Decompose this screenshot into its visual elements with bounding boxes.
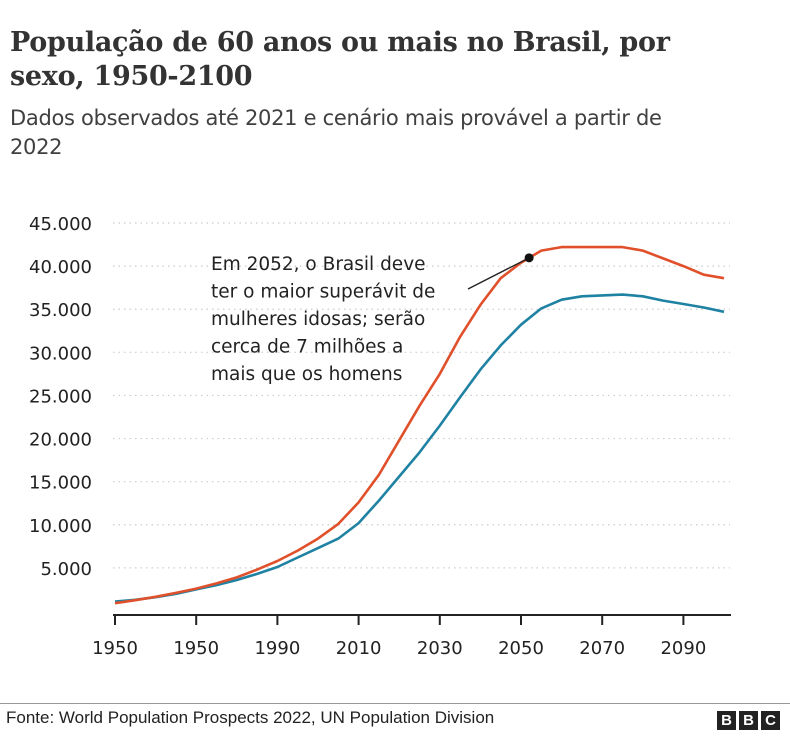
y-tick-label: 35.000 xyxy=(29,300,92,321)
x-tick-label: 2090 xyxy=(660,638,706,659)
bbc-logo: B B C xyxy=(717,711,780,730)
annotation-text-line: Em 2052, o Brasil deve xyxy=(211,254,426,275)
x-tick-label: 2030 xyxy=(417,638,463,659)
series-line-homens xyxy=(114,293,725,603)
chart-subtitle: Dados observados até 2021 e cenário mais… xyxy=(10,106,662,159)
annotation-text-line: mais que os homens xyxy=(211,364,402,385)
x-axis: 1950 1950 1990 2010 2030 2050 2070 2090 xyxy=(92,614,731,659)
x-tick-label: 2070 xyxy=(579,638,625,659)
y-tick-label: 30.000 xyxy=(29,343,92,364)
series-line-mulheres xyxy=(114,245,725,605)
x-tick-label: 1950 xyxy=(92,638,138,659)
bbc-logo-letter: B xyxy=(717,711,736,730)
y-tick-label: 10.000 xyxy=(29,516,92,537)
bbc-logo-letter: B xyxy=(739,711,758,730)
series-lines xyxy=(114,245,725,605)
y-tick-label: 5.000 xyxy=(40,559,92,580)
source-note: Fonte: World Population Prospects 2022, … xyxy=(6,708,495,727)
annotation-text-line: mulheres idosas; serão xyxy=(211,309,425,330)
annotation-text-line: ter o maior superávit de xyxy=(211,282,435,303)
chart-title: População de 60 anos ou mais no Brasil, … xyxy=(10,27,670,92)
footer-divider xyxy=(0,703,790,704)
y-tick-label: 15.000 xyxy=(29,473,92,494)
y-tick-label: 45.000 xyxy=(29,214,92,235)
x-tick-label: 2010 xyxy=(336,638,382,659)
annotation-marker xyxy=(524,253,534,263)
annotation: Em 2052, o Brasil deve ter o maior superá… xyxy=(211,253,534,385)
y-tick-label: 40.000 xyxy=(29,257,92,278)
x-tick-label: 2050 xyxy=(498,638,544,659)
y-tick-label: 25.000 xyxy=(29,386,92,407)
annotation-text-line: cerca de 7 milhões a xyxy=(211,337,403,358)
x-tick-label: 1990 xyxy=(254,638,300,659)
annotation-leader-line xyxy=(467,257,530,290)
x-tick-label: 1950 xyxy=(173,638,219,659)
bbc-logo-letter: C xyxy=(761,711,780,730)
gridlines xyxy=(113,222,730,569)
y-tick-label: 20.000 xyxy=(29,430,92,451)
line-chart: 5.000 10.000 15.000 20.000 25.000 30.000 35.00… xyxy=(29,214,731,659)
y-axis-labels: 5.000 10.000 15.000 20.000 25.000 30.000 35.00… xyxy=(29,214,92,580)
